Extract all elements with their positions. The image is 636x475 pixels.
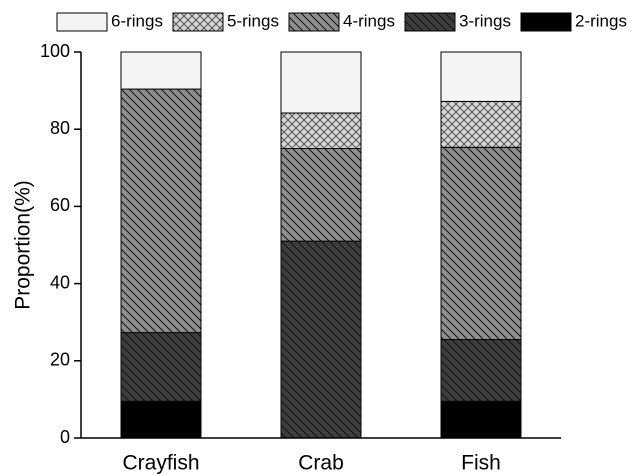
legend-label: 6-rings xyxy=(111,11,163,30)
y-tick-label: 20 xyxy=(50,350,70,370)
y-tick-label: 60 xyxy=(50,195,70,215)
x-tick-label: Fish xyxy=(461,452,501,475)
legend-label: 3-rings xyxy=(459,11,511,30)
legend-swatch xyxy=(56,12,108,32)
x-tick-label: Crayfish xyxy=(122,452,199,475)
bar-segment xyxy=(120,400,202,439)
y-tick-label: 40 xyxy=(50,272,70,292)
y-tick-label: 0 xyxy=(60,427,70,447)
bar-segment xyxy=(120,88,202,334)
legend-swatch xyxy=(172,12,224,32)
bar-segment xyxy=(440,51,522,102)
legend-swatch xyxy=(288,12,340,32)
bar-segment xyxy=(280,240,362,439)
legend-swatch xyxy=(520,12,572,32)
legend-label: 2-rings xyxy=(575,11,627,30)
bar-segment xyxy=(280,51,362,114)
bar-segment xyxy=(440,400,522,439)
y-axis-label: Proportion(%) xyxy=(12,180,35,310)
bar-segment xyxy=(280,148,362,242)
bar-segment xyxy=(440,100,522,148)
y-tick-label: 100 xyxy=(40,41,70,61)
bar-segment xyxy=(120,51,202,90)
y-tick-label: 80 xyxy=(50,118,70,138)
bar-segment xyxy=(440,339,522,402)
bar-segment xyxy=(280,112,362,149)
bar-segment xyxy=(120,332,202,402)
x-tick-label: Crab xyxy=(298,452,344,475)
legend-label: 4-rings xyxy=(343,11,395,30)
legend-swatch xyxy=(404,12,456,32)
bar-segment xyxy=(440,146,522,341)
legend-label: 5-rings xyxy=(227,11,279,30)
